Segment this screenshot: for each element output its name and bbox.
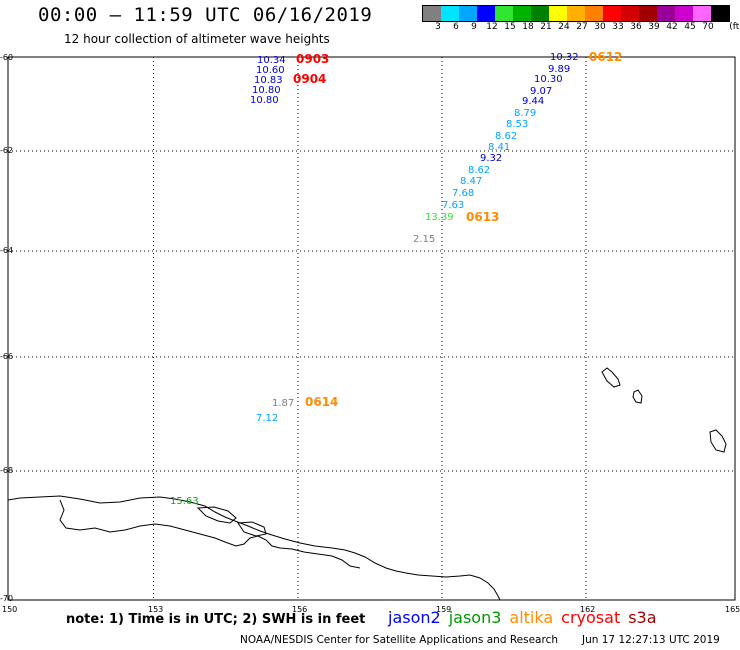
wave-height-value: 10.83 bbox=[254, 75, 283, 86]
legend-swatch bbox=[693, 6, 711, 21]
legend-swatch bbox=[639, 6, 657, 21]
footer-note: note: 1) Time is in UTC; 2) SWH is in fe… bbox=[66, 612, 366, 627]
island-coastline bbox=[237, 521, 267, 537]
wave-height-value: 10.60 bbox=[256, 65, 285, 76]
wave-height-value: 8.62 bbox=[468, 165, 490, 176]
legend-swatch bbox=[711, 6, 729, 21]
wave-height-value: 7.63 bbox=[442, 200, 464, 211]
legend-swatch bbox=[603, 6, 621, 21]
legend-swatch bbox=[441, 6, 459, 21]
legend-label: (ft) bbox=[729, 22, 740, 32]
latitude-tick-label: -62 bbox=[0, 146, 13, 155]
wave-height-value: 9.32 bbox=[480, 153, 502, 164]
mission-label-s3a: s3a bbox=[628, 608, 657, 627]
wave-height-value: 8.47 bbox=[460, 176, 482, 187]
mission-legend: jason2 jason3 altika cryosat s3a bbox=[388, 608, 665, 627]
wave-height-value: 15.63 bbox=[170, 496, 199, 507]
island-coastline bbox=[709, 429, 727, 453]
latitude-tick-label: -64 bbox=[0, 246, 13, 255]
wave-height-value: 7.12 bbox=[256, 413, 278, 424]
legend-swatch bbox=[567, 6, 585, 21]
mission-label-altika: altika bbox=[509, 608, 554, 627]
wave-height-value: 9.89 bbox=[548, 64, 570, 75]
legend-swatch bbox=[423, 6, 441, 21]
map-frame bbox=[7, 56, 736, 601]
wave-height-value: 7.68 bbox=[452, 188, 474, 199]
wave-height-value: 10.32 bbox=[550, 52, 579, 63]
legend-label: 18 bbox=[522, 22, 534, 32]
credit-line: NOAA/NESDIS Center for Satellite Applica… bbox=[240, 634, 720, 646]
legend-swatch bbox=[621, 6, 639, 21]
coastline bbox=[7, 495, 501, 601]
latitude-tick-label: -68 bbox=[0, 466, 13, 475]
legend-swatch bbox=[657, 6, 675, 21]
legend-label: 42 bbox=[666, 22, 678, 32]
legend-swatch bbox=[549, 6, 567, 21]
wave-height-value: 1.87 bbox=[272, 398, 294, 409]
longitude-tick-label: 150 bbox=[2, 605, 17, 614]
wave-height-value: 9.44 bbox=[522, 96, 544, 107]
longitude-tick-label: 156 bbox=[292, 605, 307, 614]
legend-swatch bbox=[513, 6, 531, 21]
longitude-tick-label: 153 bbox=[148, 605, 163, 614]
legend-label: 70 bbox=[702, 22, 714, 32]
wave-height-value: 8.41 bbox=[488, 142, 510, 153]
pass-label-0613: 0613 bbox=[466, 210, 499, 224]
legend-label: 6 bbox=[453, 22, 459, 32]
longitude-tick-label: 159 bbox=[436, 605, 451, 614]
longitude-tick-label: 162 bbox=[580, 605, 595, 614]
longitude-tick-label: 165 bbox=[725, 605, 740, 614]
legend-label: 3 bbox=[435, 22, 441, 32]
legend-label: 12 bbox=[486, 22, 498, 32]
pass-label-0614: 0614 bbox=[305, 395, 338, 409]
legend-swatch bbox=[531, 6, 549, 21]
mission-label-jason2: jason2 bbox=[388, 608, 441, 627]
legend-label: 33 bbox=[612, 22, 624, 32]
legend-label: 39 bbox=[648, 22, 660, 32]
legend-label: 27 bbox=[576, 22, 588, 32]
wave-height-value: 9.07 bbox=[530, 86, 552, 97]
legend-label: 24 bbox=[558, 22, 570, 32]
ice-shelf-edge bbox=[59, 499, 361, 569]
latitude-tick-label: -60 bbox=[0, 53, 13, 62]
wave-height-value: 10.80 bbox=[252, 85, 281, 96]
legend-label: 30 bbox=[594, 22, 606, 32]
wave-height-value: 10.30 bbox=[534, 74, 563, 85]
generated-timestamp: Jun 17 12:27:13 UTC 2019 bbox=[582, 634, 720, 646]
legend-label: 36 bbox=[630, 22, 642, 32]
island-coastline bbox=[632, 389, 643, 404]
pass-label-0903: 0903 bbox=[296, 52, 329, 66]
color-scale-legend bbox=[422, 5, 730, 22]
island-coastline bbox=[601, 367, 621, 388]
legend-label: 21 bbox=[540, 22, 552, 32]
legend-swatch bbox=[585, 6, 603, 21]
latitude-tick-label: -70 bbox=[0, 594, 13, 603]
legend-label: 15 bbox=[504, 22, 516, 32]
legend-swatch bbox=[675, 6, 693, 21]
latitude-tick-label: -66 bbox=[0, 352, 13, 361]
page-title: 00:00 – 11:59 UTC 06/16/2019 bbox=[38, 4, 373, 26]
pass-label-0612: 0612 bbox=[589, 50, 622, 64]
wave-height-value: 2.15 bbox=[413, 234, 435, 245]
legend-swatch bbox=[495, 6, 513, 21]
wave-height-value: 8.79 bbox=[514, 108, 536, 119]
legend-label: 9 bbox=[471, 22, 477, 32]
wave-height-value: 10.34 bbox=[257, 55, 286, 66]
wave-height-value: 13.39 bbox=[425, 212, 454, 223]
mission-label-jason3: jason3 bbox=[448, 608, 502, 627]
wave-height-value: 8.62 bbox=[495, 131, 517, 142]
credit-text: NOAA/NESDIS Center for Satellite Applica… bbox=[240, 634, 558, 646]
wave-height-value: 10.80 bbox=[250, 95, 279, 106]
page-subtitle: 12 hour collection of altimeter wave hei… bbox=[64, 32, 330, 46]
wave-height-value: 8.53 bbox=[506, 119, 528, 130]
mission-label-cryosat: cryosat bbox=[561, 608, 621, 627]
legend-swatch bbox=[459, 6, 477, 21]
legend-swatch bbox=[477, 6, 495, 21]
legend-label: 45 bbox=[684, 22, 696, 32]
island-coastline bbox=[196, 506, 237, 524]
pass-label-0904: 0904 bbox=[293, 72, 326, 86]
